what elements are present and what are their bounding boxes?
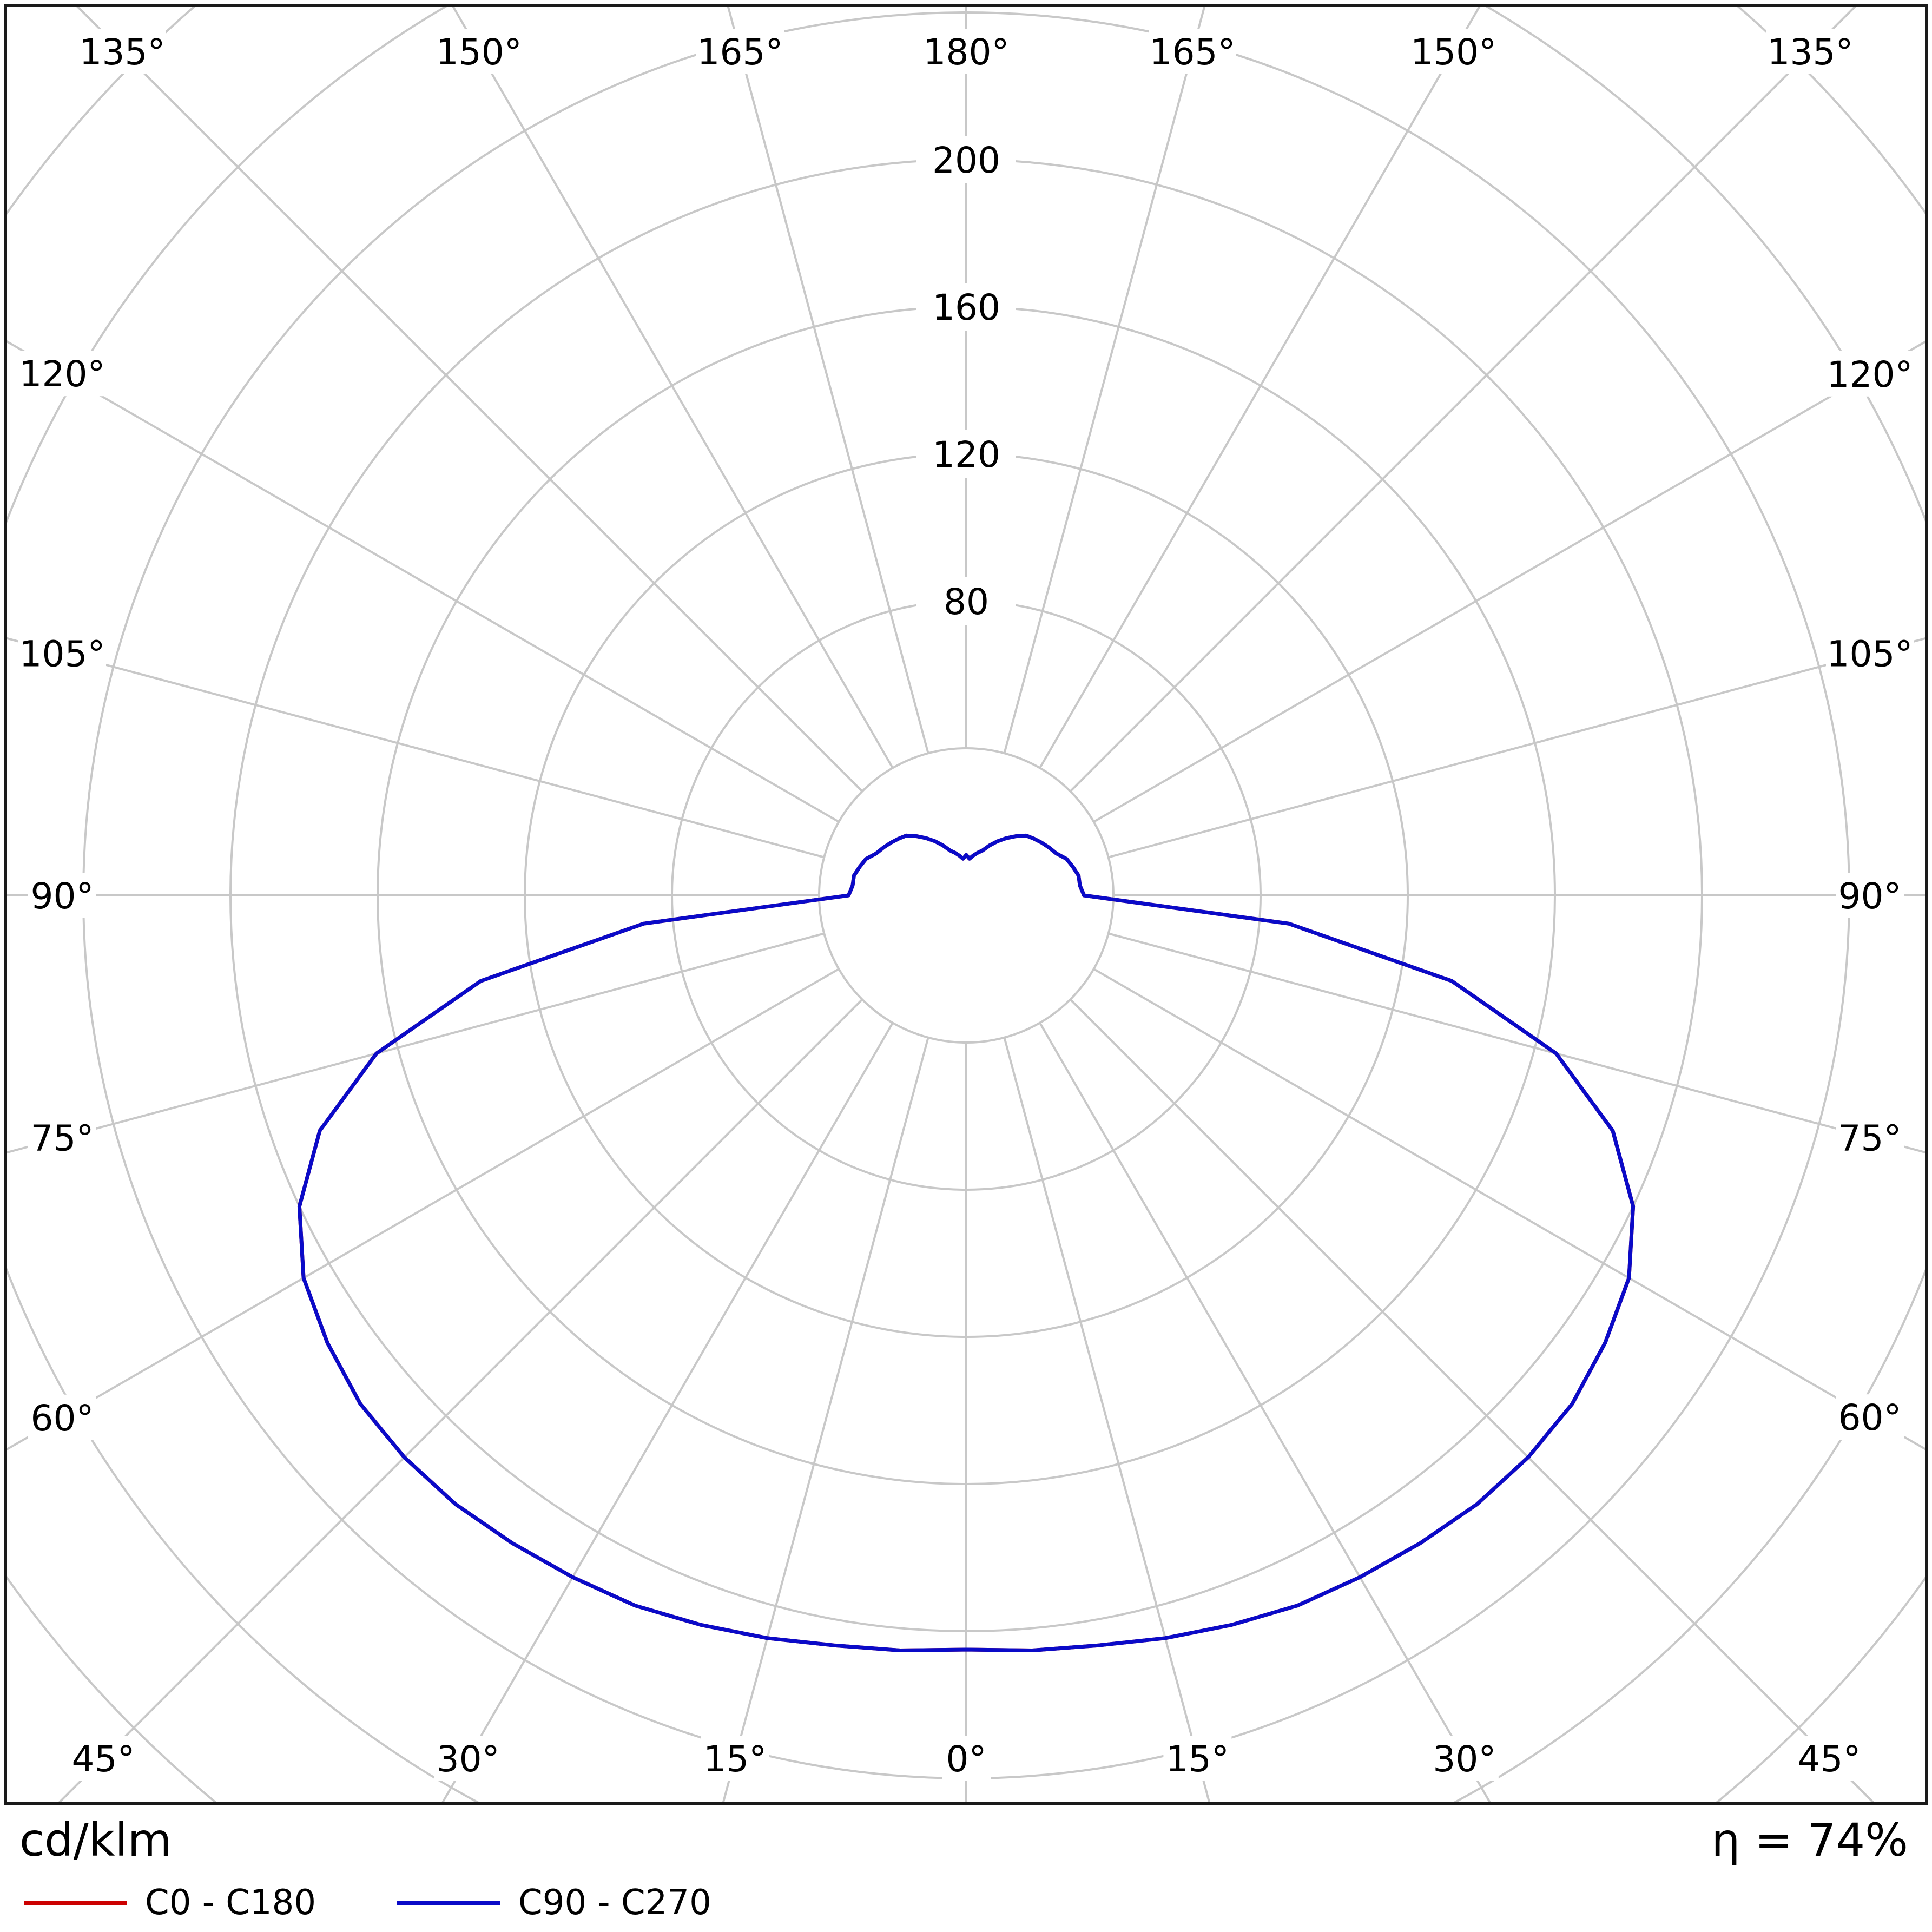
radial-label-bg bbox=[916, 136, 1016, 183]
angle-tick-label: 120° bbox=[19, 353, 105, 395]
radial-tick-label: 160 bbox=[932, 287, 1000, 328]
angle-label-bg bbox=[922, 29, 1010, 74]
angle-label-bg bbox=[78, 29, 166, 74]
angle-tick-label: 30° bbox=[1433, 1738, 1496, 1780]
grid-spoke bbox=[1093, 340, 1925, 823]
grid-spoke bbox=[1069, 7, 1856, 793]
legend-swatch-c90-c270 bbox=[397, 1901, 500, 1905]
unit-label: cd/klm bbox=[19, 1814, 172, 1867]
grid-spoke bbox=[722, 1037, 929, 1802]
angle-tick-label: 75° bbox=[31, 1118, 94, 1159]
radial-tick-label: 120 bbox=[932, 434, 1000, 476]
angle-label-bg bbox=[18, 630, 106, 676]
angle-label-bg bbox=[1836, 1115, 1904, 1160]
angle-label-bg bbox=[69, 1736, 137, 1781]
angle-label-bg bbox=[1409, 29, 1498, 74]
radial-tick-label: 80 bbox=[944, 581, 989, 623]
angle-tick-label: 135° bbox=[1768, 31, 1854, 73]
angle-label-bg bbox=[1163, 1736, 1232, 1781]
grid-spoke bbox=[1003, 1037, 1210, 1802]
angle-label-bg bbox=[434, 1736, 503, 1781]
legend-item-c90-c270: C90 - C270 bbox=[397, 1885, 711, 1920]
angle-tick-label: 150° bbox=[1410, 31, 1496, 73]
angle-tick-label: 75° bbox=[1838, 1117, 1902, 1159]
grid-spoke bbox=[7, 637, 825, 859]
angle-label-bg bbox=[701, 1736, 769, 1781]
curve-c90-c270 bbox=[297, 833, 1636, 1652]
angle-tick-label: 45° bbox=[1798, 1738, 1861, 1780]
angle-tick-label: 15° bbox=[703, 1738, 767, 1780]
angle-tick-label: 150° bbox=[436, 31, 522, 73]
efficiency-label: η = 74% bbox=[1711, 1814, 1908, 1867]
grid-spoke bbox=[727, 7, 929, 754]
grid-spoke bbox=[7, 932, 825, 1154]
angle-label-bg bbox=[1430, 1736, 1499, 1781]
angle-label-bg bbox=[28, 1115, 96, 1160]
angle-tick-label: 105° bbox=[1827, 634, 1913, 675]
angle-tick-label: 90° bbox=[31, 875, 94, 917]
angle-tick-label: 120° bbox=[1827, 354, 1913, 395]
angle-label-bg bbox=[1149, 29, 1237, 74]
angle-tick-label: 60° bbox=[1838, 1397, 1902, 1439]
angle-label-bg bbox=[18, 351, 106, 397]
legend: C0 - C180 C90 - C270 bbox=[24, 1885, 793, 1920]
grid-spoke bbox=[1108, 932, 1925, 1153]
chart-footer: cd/klm η = 74% C0 - C180 C90 - C270 bbox=[0, 1803, 1932, 1932]
grid-spoke bbox=[1093, 968, 1925, 1450]
angle-tick-label: 45° bbox=[72, 1738, 135, 1780]
radial-label-bg bbox=[916, 430, 1016, 478]
angle-label-bg bbox=[435, 29, 523, 74]
angle-tick-label: 60° bbox=[31, 1397, 94, 1439]
angle-label-bg bbox=[942, 1736, 991, 1781]
legend-item-c0-c180: C0 - C180 bbox=[24, 1885, 316, 1920]
angle-label-bg bbox=[28, 1394, 96, 1440]
angle-tick-label: 135° bbox=[80, 31, 166, 73]
angle-tick-label: 165° bbox=[697, 31, 783, 73]
grid-spoke bbox=[1108, 637, 1925, 859]
angle-label-bg bbox=[1826, 630, 1914, 676]
angle-label-bg bbox=[1836, 1394, 1904, 1440]
angle-tick-label: 0° bbox=[946, 1738, 987, 1780]
grid-spoke bbox=[441, 1022, 894, 1802]
grid-spoke bbox=[7, 968, 840, 1450]
legend-label-c0-c180: C0 - C180 bbox=[145, 1883, 316, 1923]
angle-label-bg bbox=[28, 873, 96, 918]
angle-tick-label: 105° bbox=[19, 633, 105, 675]
angle-label-bg bbox=[696, 29, 784, 74]
grid-spoke bbox=[452, 7, 894, 769]
grid-spoke bbox=[1039, 7, 1481, 769]
angle-tick-label: 15° bbox=[1166, 1738, 1229, 1780]
grid-spoke bbox=[1039, 1022, 1491, 1802]
radial-label-bg bbox=[916, 577, 1016, 625]
angle-label-bg bbox=[1826, 351, 1914, 397]
angle-tick-label: 165° bbox=[1150, 31, 1236, 73]
angle-label-bg bbox=[1795, 1736, 1863, 1781]
legend-swatch-c0-c180 bbox=[24, 1901, 127, 1905]
angle-tick-label: 30° bbox=[437, 1738, 500, 1780]
radial-label-bg bbox=[916, 283, 1016, 331]
angle-tick-label: 180° bbox=[924, 31, 1010, 73]
angle-label-bg bbox=[1766, 29, 1854, 74]
grid-spoke bbox=[1003, 7, 1206, 754]
angle-tick-label: 90° bbox=[1838, 875, 1902, 917]
angle-label-bg bbox=[1836, 873, 1904, 918]
grid-spoke bbox=[76, 7, 863, 793]
legend-label-c90-c270: C90 - C270 bbox=[518, 1883, 711, 1923]
plot-border bbox=[4, 4, 1928, 1805]
radial-tick-label: 200 bbox=[932, 140, 1000, 181]
grid-spoke bbox=[7, 340, 840, 823]
grid-ring bbox=[818, 747, 1115, 1044]
